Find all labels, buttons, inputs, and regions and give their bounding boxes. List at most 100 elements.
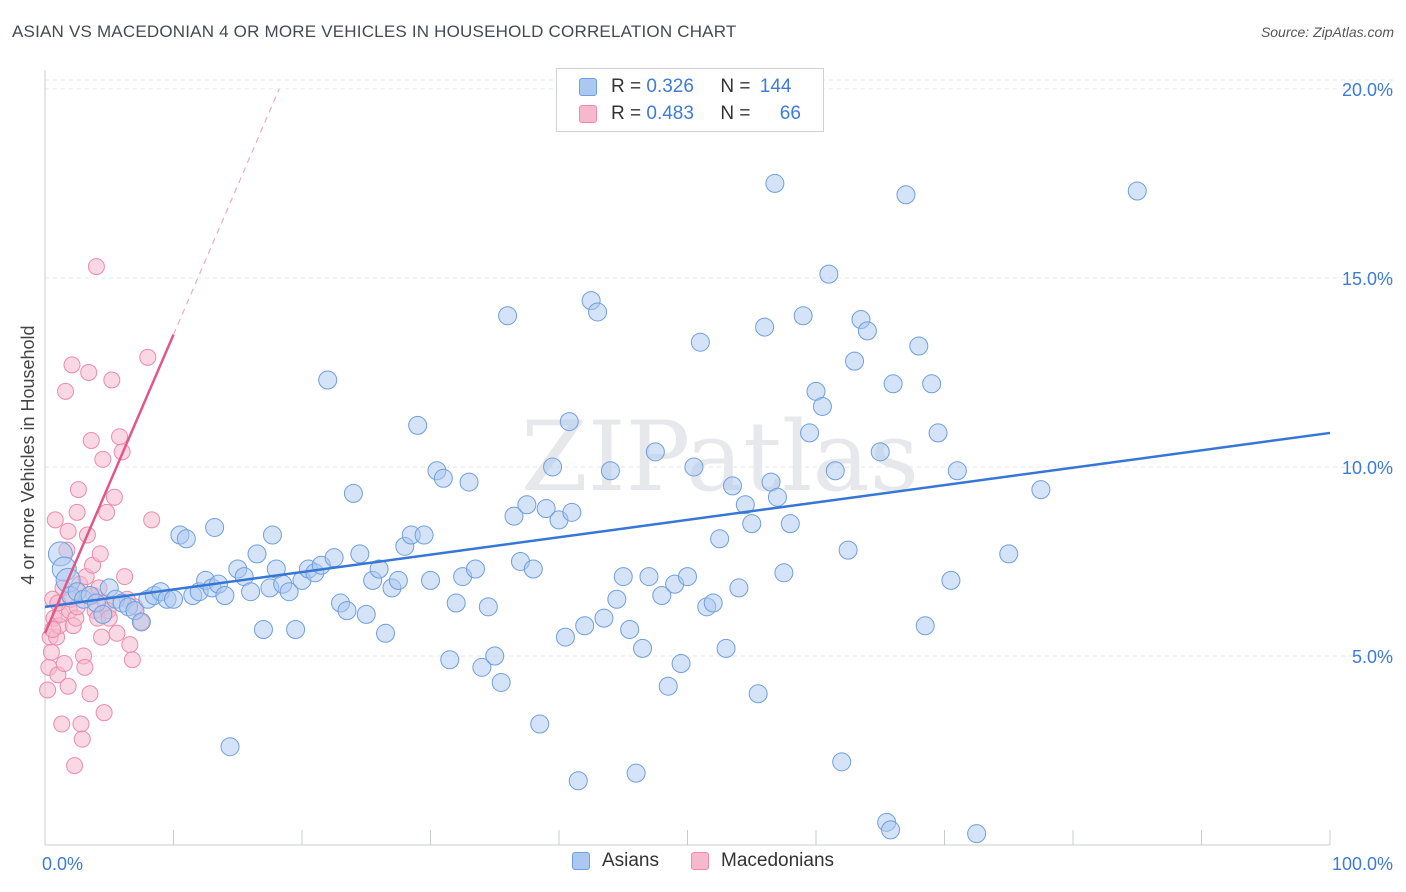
asian-point xyxy=(485,646,505,666)
asian-point xyxy=(881,820,901,840)
macedonian-point xyxy=(87,258,105,276)
asian-point xyxy=(93,604,113,624)
asian-point xyxy=(703,593,723,613)
x-tick-label: 0.0% xyxy=(42,854,83,874)
macedonian-point xyxy=(81,685,99,703)
asian-point xyxy=(742,514,762,534)
asian-point xyxy=(774,563,794,583)
asian-point xyxy=(870,442,890,462)
macedonian-point xyxy=(59,522,77,540)
macedonian-trend-line xyxy=(43,334,175,634)
asian-point xyxy=(559,412,579,432)
asian-point xyxy=(247,544,267,564)
macedonian-point xyxy=(139,348,157,366)
asian-point xyxy=(922,374,942,394)
y-tick-label: 20.0% xyxy=(1342,80,1393,100)
asian-trend-line xyxy=(44,431,1331,609)
series-legend: Asians Macedonians xyxy=(0,850,1406,872)
series-label-macedonians: Macedonians xyxy=(721,850,835,871)
asian-point xyxy=(845,351,865,371)
series-legend-asians[interactable]: Asians xyxy=(571,850,659,872)
asian-point xyxy=(433,468,453,488)
source-label: Source: ZipAtlas.com xyxy=(1260,24,1394,40)
series-label-asians: Asians xyxy=(601,850,659,871)
legend-r-value: 0.326 xyxy=(646,76,694,97)
asian-point xyxy=(491,672,511,692)
asian-point xyxy=(530,714,550,734)
asian-point xyxy=(684,457,704,477)
asian-point xyxy=(588,302,608,322)
asian-point xyxy=(652,585,672,605)
asian-point xyxy=(716,638,736,658)
trend-layer xyxy=(43,88,1331,634)
asian-point xyxy=(838,540,858,560)
asian-point xyxy=(220,737,240,757)
macedonian-point xyxy=(76,658,94,676)
legend-r-label: R = xyxy=(611,103,642,124)
asian-point xyxy=(388,570,408,590)
asian-point xyxy=(658,676,678,696)
legend-n-value: 66 xyxy=(779,103,801,124)
asian-point xyxy=(915,616,935,636)
asian-point xyxy=(671,654,691,674)
legend-swatch-asians xyxy=(579,78,597,96)
asian-point xyxy=(343,483,363,503)
asian-point xyxy=(337,601,357,621)
macedonian-point xyxy=(39,681,57,699)
asian-point xyxy=(793,306,813,326)
legend-r-label: R = xyxy=(611,76,642,97)
asian-point xyxy=(350,544,370,564)
asian-point xyxy=(286,620,306,640)
macedonian-point xyxy=(108,624,126,642)
asian-point xyxy=(131,612,151,632)
asian-point xyxy=(376,623,396,643)
macedonian-point xyxy=(68,503,86,521)
asian-point xyxy=(517,495,537,515)
asian-point xyxy=(767,487,787,507)
asian-point xyxy=(765,173,785,193)
macedonian-point xyxy=(53,715,71,733)
asian-point xyxy=(678,567,697,587)
macedonian-point xyxy=(111,428,129,446)
macedonian-point xyxy=(123,651,141,669)
asian-point xyxy=(555,627,575,647)
asian-point xyxy=(825,461,845,481)
asian-point xyxy=(536,499,556,519)
asian-point xyxy=(205,517,225,537)
asian-point xyxy=(164,589,183,609)
asian-points xyxy=(47,173,1147,844)
chart-title: ASIAN VS MACEDONIAN 4 OR MORE VEHICLES I… xyxy=(12,22,737,41)
macedonian-point xyxy=(95,704,113,722)
asian-point xyxy=(279,582,299,602)
asian-point xyxy=(421,570,440,590)
asian-point xyxy=(909,336,929,356)
asian-point xyxy=(543,457,563,477)
series-legend-macedonians[interactable]: Macedonians xyxy=(691,850,834,872)
y-tick-label: 5.0% xyxy=(1352,647,1393,667)
asian-point xyxy=(414,525,434,545)
asian-point xyxy=(722,476,742,496)
asian-point xyxy=(594,608,614,628)
asian-point xyxy=(446,593,466,613)
asian-point xyxy=(440,650,460,670)
asian-point xyxy=(896,185,916,205)
asian-point xyxy=(690,332,710,352)
y-axis-label: 4 or more Vehicles in Household xyxy=(18,325,38,584)
macedonian-point xyxy=(105,488,123,506)
asian-point xyxy=(472,657,492,677)
asian-point xyxy=(928,423,948,443)
y-tick-label: 15.0% xyxy=(1342,269,1393,289)
macedonian-point xyxy=(80,363,98,381)
macedonian-point xyxy=(94,450,112,468)
watermark: ZIPatlas xyxy=(521,401,919,513)
macedonian-point xyxy=(69,481,87,499)
macedonian-point xyxy=(66,757,84,775)
x-tick-label: 100.0% xyxy=(1332,854,1393,874)
asian-point xyxy=(967,824,987,844)
asian-point xyxy=(176,529,196,549)
asian-point xyxy=(562,502,582,522)
asian-point xyxy=(504,506,524,526)
macedonian-point xyxy=(93,628,111,646)
stats-legend: R = 0.326 N = 144 R = 0.483 N = 66 xyxy=(556,68,824,132)
